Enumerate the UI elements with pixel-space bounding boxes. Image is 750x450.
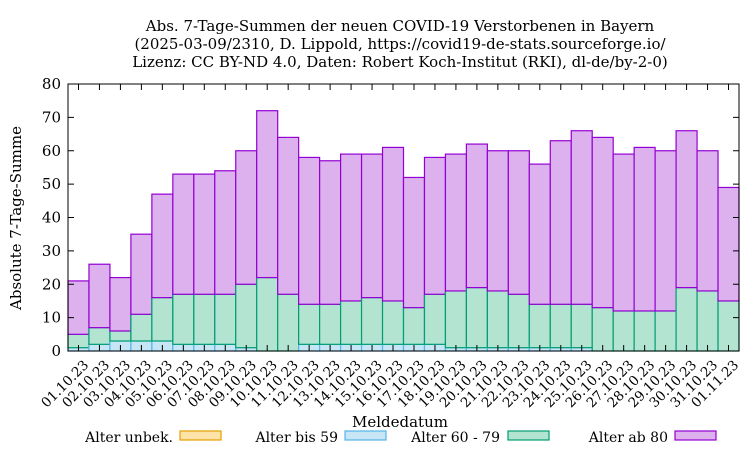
- bar-segment: [507, 150, 530, 295]
- bar-segment: [151, 193, 174, 299]
- bar-segment: [151, 297, 174, 342]
- bar-segment: [193, 293, 216, 345]
- bar-segment: [675, 286, 698, 352]
- y-tick-label: 40: [42, 209, 61, 227]
- bar-segment: [423, 293, 447, 345]
- bar-segment: [214, 170, 237, 295]
- title-line: Lizenz: CC BY-ND 4.0, Daten: Robert Koch…: [132, 53, 668, 71]
- bar-segment: [444, 153, 468, 292]
- y-axis-label: Absolute 7-Tage-Summe: [7, 126, 25, 311]
- bar-segment: [717, 300, 740, 352]
- bar-segment: [612, 310, 635, 352]
- y-tick-label: 10: [42, 309, 61, 327]
- bar-segment: [256, 276, 279, 352]
- bar-segment: [633, 310, 656, 352]
- bar-segment: [633, 146, 656, 312]
- bar-segment: [235, 150, 258, 285]
- bar-segment: [193, 173, 216, 295]
- bar-segment: [486, 150, 509, 292]
- bar-segment: [654, 310, 677, 352]
- bar-segment: [549, 140, 572, 305]
- bar-segment: [109, 330, 132, 342]
- bar-segment: [130, 313, 153, 342]
- bar-segment: [381, 300, 405, 345]
- legend-swatch: [674, 430, 717, 441]
- bar-segment: [319, 160, 342, 305]
- bar-segment: [256, 110, 279, 279]
- bar-segment: [214, 293, 237, 345]
- y-tick-label: 20: [42, 275, 61, 293]
- bar-segment: [465, 286, 488, 349]
- bar-segment: [570, 303, 593, 349]
- y-tick-label: 50: [42, 175, 61, 193]
- bar-segment: [591, 307, 614, 352]
- bar-segment: [339, 300, 363, 345]
- y-tick-label: 70: [42, 108, 61, 126]
- bar-segment: [381, 146, 405, 302]
- bar-segment: [88, 327, 111, 345]
- bar-segment: [696, 150, 719, 292]
- title-line: Abs. 7-Tage-Summen der neuen COVID-19 Ve…: [145, 17, 655, 35]
- bar-segment: [88, 263, 111, 329]
- bar-segment: [277, 136, 300, 295]
- bar-segment: [423, 156, 447, 295]
- bar-segment: [402, 307, 426, 345]
- bar-segment: [570, 130, 593, 305]
- bar-segment: [109, 276, 132, 332]
- bar-segment: [654, 150, 677, 312]
- y-tick-label: 0: [51, 342, 61, 360]
- legend: Alter unbek. Alter bis 59 Alter 60 - 79 Alt…: [84, 430, 717, 446]
- legend-label: Alter ab 80: [588, 430, 668, 446]
- y-tick-label: 80: [42, 75, 61, 93]
- bar-segment: [675, 130, 698, 289]
- bar-segment: [360, 153, 384, 299]
- bars-layer: [67, 110, 740, 352]
- bar-segment: [402, 176, 426, 309]
- bar-segment: [360, 297, 384, 345]
- y-tick-label: 60: [42, 142, 61, 160]
- legend-label: Alter unbek.: [84, 430, 173, 446]
- title-line: (2025-03-09/2310, D. Lippold, https://co…: [134, 35, 666, 53]
- y-tick-label: 30: [42, 242, 61, 260]
- bar-segment: [528, 303, 551, 349]
- bar-segment: [528, 163, 551, 305]
- bar-segment: [486, 290, 509, 349]
- bar-segment: [172, 293, 195, 345]
- legend-swatch: [344, 430, 387, 441]
- bar-segment: [130, 233, 153, 315]
- bar-segment: [549, 303, 572, 349]
- bar-segment: [172, 173, 195, 295]
- legend-swatch: [507, 430, 550, 441]
- bar-segment: [507, 293, 530, 349]
- bar-segment: [612, 153, 635, 312]
- bar-segment: [339, 153, 363, 302]
- bar-segment: [298, 156, 321, 305]
- bar-segment: [696, 290, 719, 352]
- bar-segment: [591, 136, 614, 309]
- legend-label: Alter bis 59: [254, 430, 338, 446]
- legend-label: Alter 60 - 79: [410, 430, 500, 446]
- bar-segment: [277, 293, 300, 352]
- bar-segment: [444, 290, 468, 349]
- chart-title: Abs. 7-Tage-Summen der neuen COVID-19 Ve…: [132, 17, 668, 71]
- legend-swatch: [179, 430, 222, 441]
- bar-segment: [235, 283, 258, 349]
- bar-segment: [465, 143, 488, 289]
- bar-segment: [298, 303, 321, 345]
- x-axis-label: Meldedatum: [352, 413, 448, 431]
- bar-segment: [319, 303, 342, 345]
- axes-layer: 0102030405060708001.10.2302.10.2303.10.2…: [38, 75, 742, 411]
- bar-segment: [67, 280, 90, 335]
